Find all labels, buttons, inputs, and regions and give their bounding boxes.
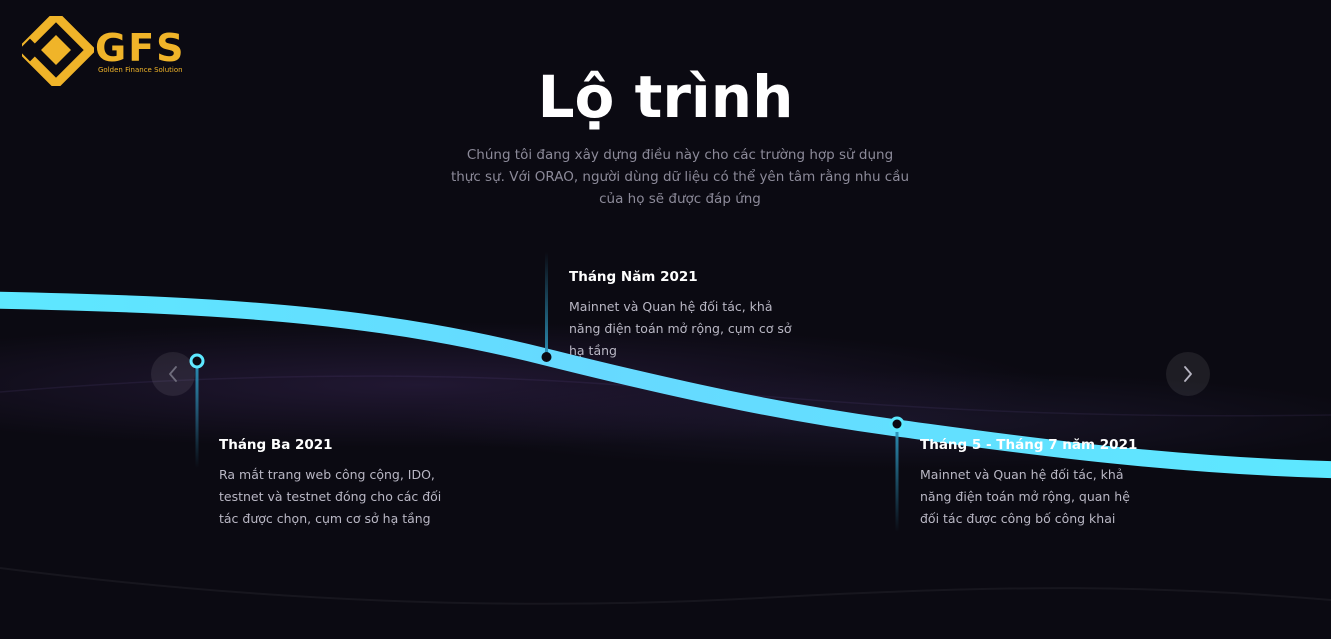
chevron-right-icon [1184,366,1192,382]
milestone-date: Tháng 5 - Tháng 7 năm 2021 [920,437,1138,453]
milestone-stem [545,252,548,354]
chevron-left-icon [169,366,177,382]
brand-logo[interactable]: GFS Golden Finance Solution [22,16,212,86]
milestone-stem [895,432,899,532]
prev-button[interactable] [151,352,195,396]
milestone-stem [195,368,199,468]
background-wave-line [0,567,1331,605]
milestone-marker [541,352,552,362]
milestone-item: Tháng Ba 2021 Ra mắt trang web công cộng… [219,436,449,530]
milestone-marker [189,353,205,369]
milestone-date: Tháng Năm 2021 [569,269,698,285]
timeline-curve [0,291,1331,479]
next-button[interactable] [1166,352,1210,396]
milestone-description: Ra mắt trang web công cộng, IDO, testnet… [219,467,442,526]
milestone-description: Mainnet và Quan hệ đối tác, khả năng điệ… [569,299,792,358]
background-wave-line [0,375,1331,417]
milestone-item: Tháng Năm 2021 Mainnet và Quan hệ đối tá… [569,268,799,362]
logo-text: GFS [95,26,186,70]
logo-mark-icon [22,16,94,86]
logo-tagline: Golden Finance Solution [98,66,183,74]
milestone-item: Tháng 5 - Tháng 7 năm 2021 Mainnet và Qu… [920,436,1150,530]
milestone-date: Tháng Ba 2021 [219,437,333,453]
milestone-marker [889,416,905,432]
section-subtitle: Chúng tôi đang xây dựng điều này cho các… [450,147,910,207]
milestone-description: Mainnet và Quan hệ đối tác, khả năng điệ… [920,467,1130,526]
section-title: Lộ trình [537,63,794,131]
